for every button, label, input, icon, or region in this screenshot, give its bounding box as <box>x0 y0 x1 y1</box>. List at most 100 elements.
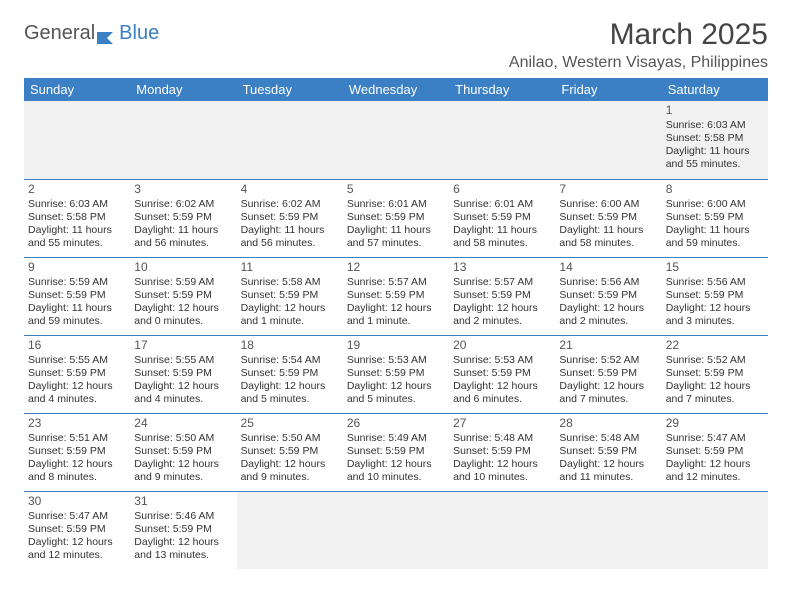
day-header: Friday <box>555 78 661 101</box>
sunset-text: Sunset: 5:59 PM <box>666 367 764 380</box>
calendar-cell: 3Sunrise: 6:02 AMSunset: 5:59 PMDaylight… <box>130 179 236 257</box>
sunrise-text: Sunrise: 5:55 AM <box>134 354 232 367</box>
logo-flag-icon <box>97 27 119 41</box>
day-number: 1 <box>666 103 764 118</box>
day-number: 6 <box>453 182 551 197</box>
day-header: Tuesday <box>237 78 343 101</box>
sunset-text: Sunset: 5:59 PM <box>453 445 551 458</box>
day-number: 18 <box>241 338 339 353</box>
sunrise-text: Sunrise: 5:47 AM <box>666 432 764 445</box>
calendar-cell: 27Sunrise: 5:48 AMSunset: 5:59 PMDayligh… <box>449 413 555 491</box>
calendar-cell <box>662 491 768 569</box>
sunset-text: Sunset: 5:59 PM <box>134 367 232 380</box>
calendar-cell <box>130 101 236 179</box>
sunset-text: Sunset: 5:59 PM <box>241 367 339 380</box>
calendar-cell: 22Sunrise: 5:52 AMSunset: 5:59 PMDayligh… <box>662 335 768 413</box>
daylight-text: Daylight: 12 hours and 7 minutes. <box>666 380 764 406</box>
day-number: 16 <box>28 338 126 353</box>
calendar-cell <box>237 101 343 179</box>
sunrise-text: Sunrise: 5:46 AM <box>134 510 232 523</box>
calendar-cell: 16Sunrise: 5:55 AMSunset: 5:59 PMDayligh… <box>24 335 130 413</box>
calendar-cell <box>555 491 661 569</box>
sunset-text: Sunset: 5:58 PM <box>28 211 126 224</box>
calendar-cell: 18Sunrise: 5:54 AMSunset: 5:59 PMDayligh… <box>237 335 343 413</box>
calendar-cell <box>237 491 343 569</box>
calendar-cell: 7Sunrise: 6:00 AMSunset: 5:59 PMDaylight… <box>555 179 661 257</box>
daylight-text: Daylight: 12 hours and 7 minutes. <box>559 380 657 406</box>
calendar-row: 30Sunrise: 5:47 AMSunset: 5:59 PMDayligh… <box>24 491 768 569</box>
sunrise-text: Sunrise: 6:02 AM <box>241 198 339 211</box>
daylight-text: Daylight: 12 hours and 4 minutes. <box>28 380 126 406</box>
daylight-text: Daylight: 11 hours and 59 minutes. <box>28 302 126 328</box>
day-number: 8 <box>666 182 764 197</box>
daylight-text: Daylight: 12 hours and 5 minutes. <box>347 380 445 406</box>
calendar-cell: 8Sunrise: 6:00 AMSunset: 5:59 PMDaylight… <box>662 179 768 257</box>
daylight-text: Daylight: 12 hours and 11 minutes. <box>559 458 657 484</box>
sunrise-text: Sunrise: 5:57 AM <box>453 276 551 289</box>
calendar-cell: 20Sunrise: 5:53 AMSunset: 5:59 PMDayligh… <box>449 335 555 413</box>
sunset-text: Sunset: 5:59 PM <box>134 523 232 536</box>
day-header: Thursday <box>449 78 555 101</box>
sunrise-text: Sunrise: 5:49 AM <box>347 432 445 445</box>
month-title: March 2025 <box>509 18 768 52</box>
daylight-text: Daylight: 12 hours and 10 minutes. <box>453 458 551 484</box>
calendar-cell: 19Sunrise: 5:53 AMSunset: 5:59 PMDayligh… <box>343 335 449 413</box>
sunset-text: Sunset: 5:59 PM <box>453 367 551 380</box>
sunrise-text: Sunrise: 6:03 AM <box>666 119 764 132</box>
sunrise-text: Sunrise: 6:02 AM <box>134 198 232 211</box>
sunrise-text: Sunrise: 5:50 AM <box>241 432 339 445</box>
logo-text-1: General <box>24 22 95 45</box>
sunrise-text: Sunrise: 5:47 AM <box>28 510 126 523</box>
sunrise-text: Sunrise: 5:51 AM <box>28 432 126 445</box>
sunrise-text: Sunrise: 5:56 AM <box>559 276 657 289</box>
daylight-text: Daylight: 12 hours and 2 minutes. <box>559 302 657 328</box>
daylight-text: Daylight: 12 hours and 3 minutes. <box>666 302 764 328</box>
day-number: 19 <box>347 338 445 353</box>
sunrise-text: Sunrise: 5:50 AM <box>134 432 232 445</box>
sunset-text: Sunset: 5:59 PM <box>559 289 657 302</box>
day-number: 31 <box>134 494 232 509</box>
page-header: General Blue March 2025 Anilao, Western … <box>24 18 768 72</box>
daylight-text: Daylight: 12 hours and 2 minutes. <box>453 302 551 328</box>
calendar-cell: 15Sunrise: 5:56 AMSunset: 5:59 PMDayligh… <box>662 257 768 335</box>
daylight-text: Daylight: 12 hours and 9 minutes. <box>134 458 232 484</box>
daylight-text: Daylight: 12 hours and 13 minutes. <box>134 536 232 562</box>
day-number: 17 <box>134 338 232 353</box>
calendar-cell: 17Sunrise: 5:55 AMSunset: 5:59 PMDayligh… <box>130 335 236 413</box>
sunset-text: Sunset: 5:59 PM <box>241 289 339 302</box>
day-number: 10 <box>134 260 232 275</box>
calendar-cell: 30Sunrise: 5:47 AMSunset: 5:59 PMDayligh… <box>24 491 130 569</box>
sunset-text: Sunset: 5:59 PM <box>347 367 445 380</box>
calendar-table: Sunday Monday Tuesday Wednesday Thursday… <box>24 78 768 569</box>
daylight-text: Daylight: 12 hours and 10 minutes. <box>347 458 445 484</box>
calendar-row: 9Sunrise: 5:59 AMSunset: 5:59 PMDaylight… <box>24 257 768 335</box>
daylight-text: Daylight: 12 hours and 12 minutes. <box>666 458 764 484</box>
daylight-text: Daylight: 12 hours and 1 minute. <box>347 302 445 328</box>
calendar-cell <box>555 101 661 179</box>
calendar-cell: 29Sunrise: 5:47 AMSunset: 5:59 PMDayligh… <box>662 413 768 491</box>
sunset-text: Sunset: 5:59 PM <box>559 211 657 224</box>
sunrise-text: Sunrise: 6:00 AM <box>559 198 657 211</box>
day-number: 12 <box>347 260 445 275</box>
sunrise-text: Sunrise: 5:53 AM <box>453 354 551 367</box>
day-number: 20 <box>453 338 551 353</box>
title-block: March 2025 Anilao, Western Visayas, Phil… <box>509 18 768 72</box>
sunrise-text: Sunrise: 5:59 AM <box>28 276 126 289</box>
calendar-cell: 31Sunrise: 5:46 AMSunset: 5:59 PMDayligh… <box>130 491 236 569</box>
daylight-text: Daylight: 12 hours and 8 minutes. <box>28 458 126 484</box>
sunrise-text: Sunrise: 6:01 AM <box>453 198 551 211</box>
daylight-text: Daylight: 11 hours and 55 minutes. <box>666 145 764 171</box>
day-number: 29 <box>666 416 764 431</box>
sunrise-text: Sunrise: 5:58 AM <box>241 276 339 289</box>
sunset-text: Sunset: 5:59 PM <box>666 211 764 224</box>
day-header: Wednesday <box>343 78 449 101</box>
daylight-text: Daylight: 11 hours and 59 minutes. <box>666 224 764 250</box>
sunrise-text: Sunrise: 5:48 AM <box>453 432 551 445</box>
calendar-cell: 1Sunrise: 6:03 AMSunset: 5:58 PMDaylight… <box>662 101 768 179</box>
calendar-cell: 24Sunrise: 5:50 AMSunset: 5:59 PMDayligh… <box>130 413 236 491</box>
daylight-text: Daylight: 12 hours and 9 minutes. <box>241 458 339 484</box>
sunset-text: Sunset: 5:59 PM <box>453 211 551 224</box>
day-header-row: Sunday Monday Tuesday Wednesday Thursday… <box>24 78 768 101</box>
sunset-text: Sunset: 5:59 PM <box>241 445 339 458</box>
day-number: 22 <box>666 338 764 353</box>
